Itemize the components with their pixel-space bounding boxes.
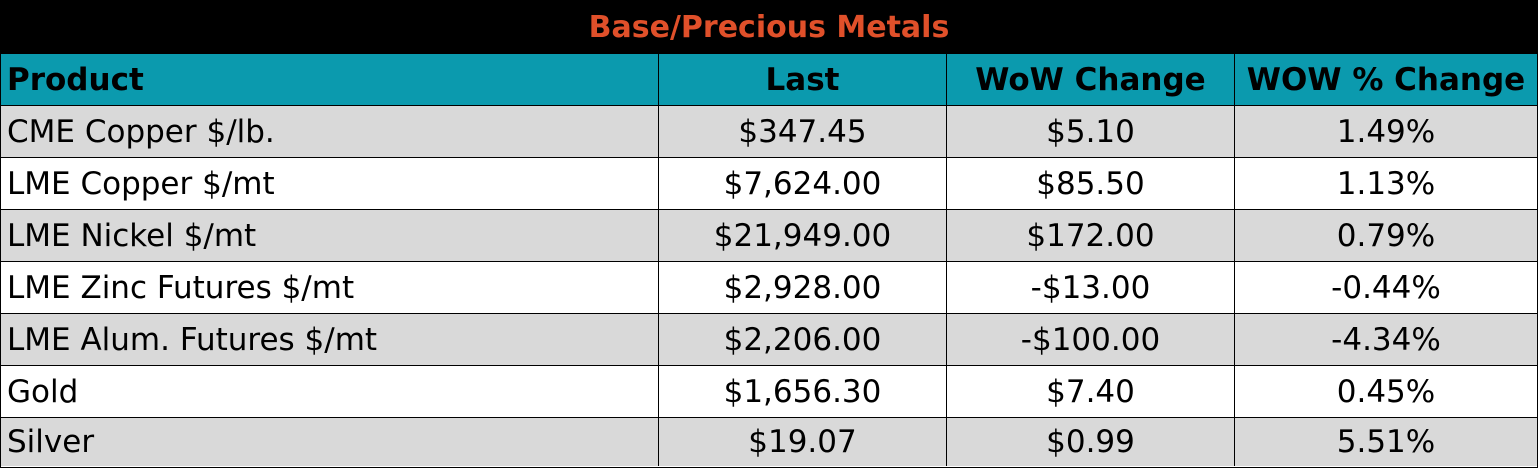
last-cell: $19.07 xyxy=(659,418,947,466)
wow-pct-change-cell: -0.44% xyxy=(1331,269,1441,306)
header-row: Product Last WoW Change WOW % Change xyxy=(1,53,1537,105)
wow-change-cell: -$100.00 xyxy=(947,314,1235,365)
wow-change-cell: $0.99 xyxy=(947,418,1235,466)
wow-change-cell: $5.10 xyxy=(947,106,1235,157)
table-row: LME Alum. Futures $/mt $2,206.00 -$100.0… xyxy=(1,313,1537,365)
last-cell: $21,949.00 xyxy=(659,210,947,261)
wow-change-cell: $172.00 xyxy=(947,210,1235,261)
header-last: Last xyxy=(659,54,947,105)
table-title: Base/Precious Metals xyxy=(1,1,1537,53)
table-row: Gold $1,656.30 $7.40 0.45% xyxy=(1,365,1537,417)
table-row: LME Nickel $/mt $21,949.00 $172.00 0.79% xyxy=(1,209,1537,261)
wow-pct-change-cell: -4.34% xyxy=(1331,321,1441,358)
product-cell: Gold xyxy=(1,366,659,417)
wow-pct-change-cell: 0.79% xyxy=(1336,217,1436,254)
header-product: Product xyxy=(1,54,659,105)
wow-pct-change-cell: 0.45% xyxy=(1336,373,1436,410)
table-row: CME Copper $/lb. $347.45 $5.10 1.49% xyxy=(1,105,1537,157)
last-cell: $347.45 xyxy=(659,106,947,157)
last-cell: $1,656.30 xyxy=(659,366,947,417)
wow-pct-change-cell: 1.49% xyxy=(1336,113,1436,150)
table-row: Silver $19.07 $0.99 5.51% xyxy=(1,417,1537,466)
product-cell: LME Zinc Futures $/mt xyxy=(1,262,659,313)
wow-pct-change-cell: 1.13% xyxy=(1336,165,1436,202)
wow-change-cell: -$13.00 xyxy=(947,262,1235,313)
product-cell: LME Nickel $/mt xyxy=(1,210,659,261)
last-cell: $7,624.00 xyxy=(659,158,947,209)
product-cell: CME Copper $/lb. xyxy=(1,106,659,157)
header-wow-pct-change: WOW % Change xyxy=(1246,61,1526,98)
wow-change-cell: $85.50 xyxy=(947,158,1235,209)
last-cell: $2,928.00 xyxy=(659,262,947,313)
wow-change-cell: $7.40 xyxy=(947,366,1235,417)
table-row: LME Zinc Futures $/mt $2,928.00 -$13.00 … xyxy=(1,261,1537,313)
product-cell: LME Alum. Futures $/mt xyxy=(1,314,659,365)
header-wow-change: WoW Change xyxy=(947,54,1235,105)
table-row: LME Copper $/mt $7,624.00 $85.50 1.13% xyxy=(1,157,1537,209)
product-cell: Silver xyxy=(1,418,659,466)
wow-pct-change-cell: 5.51% xyxy=(1336,424,1436,460)
product-cell: LME Copper $/mt xyxy=(1,158,659,209)
last-cell: $2,206.00 xyxy=(659,314,947,365)
